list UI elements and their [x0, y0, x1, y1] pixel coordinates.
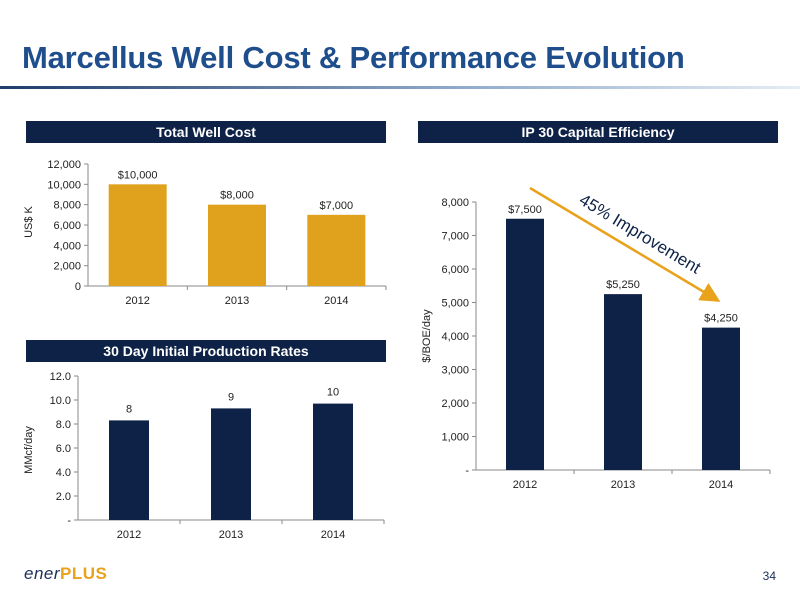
- page-title: Marcellus Well Cost & Performance Evolut…: [22, 40, 685, 75]
- cost-bar: [307, 214, 366, 286]
- ip30-capital-efficiency-header: IP 30 Capital Efficiency: [418, 121, 778, 143]
- prod-y-tick-label: 6.0: [56, 443, 71, 455]
- prod-y-tick-label: 4.0: [56, 467, 71, 479]
- cost-y-tick-label: 4,000: [53, 240, 81, 252]
- ip-bar: [702, 327, 740, 470]
- ip-x-tick-label: 2013: [611, 479, 635, 491]
- page-number: 34: [762, 569, 776, 583]
- logo-part1: ener: [24, 564, 61, 583]
- ip-data-label: $7,500: [508, 204, 542, 216]
- prod-y-axis-label: MMcf/day: [23, 426, 35, 474]
- cost-x-tick-label: 2012: [125, 295, 149, 307]
- ip-y-tick-label: 4,000: [441, 331, 469, 343]
- ip-bar: [604, 294, 642, 470]
- prod-y-tick-label: 12.0: [50, 371, 71, 383]
- cost-y-tick-label: 10,000: [47, 179, 81, 191]
- ip-y-tick-label: 5,000: [441, 298, 469, 310]
- prod-bar: [313, 403, 353, 520]
- prod-y-tick-label: -: [67, 515, 71, 527]
- cost-y-tick-label: 12,000: [47, 159, 81, 171]
- ip-y-tick-label: 1,000: [441, 432, 469, 444]
- ip-y-tick-label: 3,000: [441, 365, 469, 377]
- cost-y-tick-label: 0: [75, 281, 81, 293]
- initial-production-chart: - 2.0 4.0 6.0 8.0 10.0 12.0 MMcf/day 8 2012 9 2013 1…: [23, 371, 385, 541]
- prod-data-label: 9: [228, 391, 234, 403]
- improvement-annotation: 45% Improvement: [576, 190, 704, 277]
- prod-x-tick-label: 2013: [219, 529, 243, 541]
- prod-x-tick-label: 2014: [321, 529, 345, 541]
- ip-x-tick-label: 2012: [513, 479, 537, 491]
- title-rule: [0, 86, 800, 89]
- prod-data-label: 8: [126, 403, 132, 415]
- initial-production-header: 30 Day Initial Production Rates: [26, 340, 386, 362]
- cost-bar: [108, 184, 167, 286]
- prod-y-tick-label: 2.0: [56, 491, 71, 503]
- prod-y-tick-label: 10.0: [50, 395, 71, 407]
- cost-y-tick-label: 6,000: [53, 220, 81, 232]
- cost-data-label: $10,000: [118, 169, 158, 181]
- cost-data-label: $8,000: [220, 190, 254, 202]
- ip-bar: [506, 218, 544, 470]
- ip-data-label: $4,250: [704, 313, 738, 325]
- prod-bar: [211, 408, 251, 520]
- cost-data-label: $7,000: [320, 200, 354, 212]
- prod-y-tick-label: 8.0: [56, 419, 71, 431]
- enerplus-logo: enerPLUS: [24, 564, 107, 584]
- ip-y-tick-label: 2,000: [441, 398, 469, 410]
- total-well-cost-chart: 0 2,000 4,000 6,000 8,000 10,000 12,000 US$ K $1…: [23, 159, 387, 307]
- ip30-capital-efficiency-chart: - 1,000 2,000 3,000 4,000 5,000 6,000 7,000 8,00…: [421, 197, 771, 491]
- cost-y-tick-label: 8,000: [53, 200, 81, 212]
- ip-y-tick-label: 8,000: [441, 197, 469, 209]
- cost-x-tick-label: 2013: [225, 295, 249, 307]
- cost-bar: [208, 204, 266, 286]
- ip-y-axis-label: $/BOE/day: [421, 309, 433, 363]
- ip-y-tick-label: -: [465, 465, 469, 477]
- cost-x-tick-label: 2014: [324, 295, 348, 307]
- ip-x-tick-label: 2014: [709, 479, 733, 491]
- improvement-arrow: [529, 186, 721, 302]
- total-well-cost-header: Total Well Cost: [26, 121, 386, 143]
- cost-y-axis-label: US$ K: [23, 205, 35, 237]
- prod-x-tick-label: 2012: [117, 529, 141, 541]
- prod-bar: [109, 420, 149, 520]
- cost-y-tick-label: 2,000: [53, 261, 81, 273]
- ip-y-tick-label: 7,000: [441, 231, 469, 243]
- logo-part2: PLUS: [60, 564, 108, 583]
- prod-data-label: 10: [327, 387, 339, 399]
- ip-y-tick-label: 6,000: [441, 264, 469, 276]
- ip-data-label: $5,250: [606, 279, 640, 291]
